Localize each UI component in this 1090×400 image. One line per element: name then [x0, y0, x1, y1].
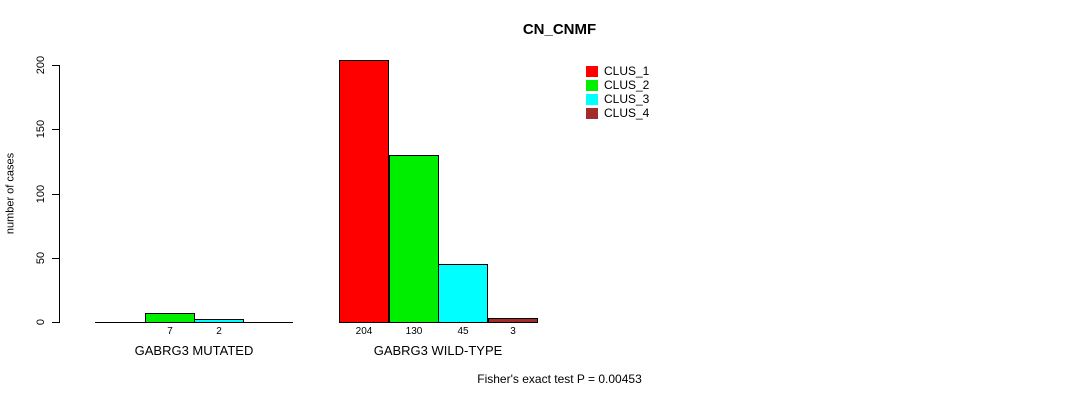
chart-title: CN_CNMF — [522, 21, 597, 38]
legend-item: CLUS_1 — [586, 64, 649, 78]
y-axis-tick — [52, 322, 59, 323]
bar-clus_3 — [438, 264, 488, 323]
legend-label: CLUS_1 — [604, 64, 650, 78]
y-axis-tick — [52, 194, 59, 195]
bar-clus_2 — [389, 155, 439, 323]
legend-item: CLUS_4 — [586, 106, 649, 120]
bar-value-label: 130 — [405, 326, 423, 337]
bar-clus_2 — [145, 313, 195, 323]
legend-label: CLUS_3 — [604, 92, 650, 106]
bar-clus_4 — [488, 318, 538, 323]
bar-value-label: 3 — [510, 326, 516, 337]
y-tick-label: 200 — [35, 55, 47, 75]
legend-item: CLUS_3 — [586, 92, 649, 106]
legend-item: CLUS_2 — [586, 78, 649, 92]
legend-swatch-clus_4 — [586, 107, 598, 119]
y-tick-label: 150 — [35, 119, 47, 139]
bar-value-label: 7 — [167, 326, 173, 337]
category-label: GABRG3 WILD-TYPE — [373, 343, 503, 358]
bar-clus_1 — [339, 60, 389, 323]
footnote: Fisher's exact test P = 0.00453 — [477, 372, 642, 386]
y-tick-label: 0 — [35, 318, 47, 326]
y-axis-tick — [52, 129, 59, 130]
category-label: GABRG3 MUTATED — [134, 343, 254, 358]
y-axis-tick — [52, 258, 59, 259]
y-axis-tick — [52, 65, 59, 66]
legend-swatch-clus_1 — [586, 65, 598, 77]
y-tick-label: 100 — [35, 184, 47, 204]
legend-swatch-clus_2 — [586, 79, 598, 91]
legend-label: CLUS_2 — [604, 78, 650, 92]
y-axis-label: number of cases — [4, 152, 17, 235]
bar-value-label: 2 — [216, 326, 222, 337]
legend-label: CLUS_4 — [604, 106, 650, 120]
legend-swatch-clus_3 — [586, 93, 598, 105]
y-axis-line — [59, 65, 60, 323]
bar-value-label: 45 — [457, 326, 469, 337]
bar-clus_3 — [194, 319, 244, 323]
y-tick-label: 50 — [35, 251, 47, 265]
bar-value-label: 204 — [355, 326, 373, 337]
